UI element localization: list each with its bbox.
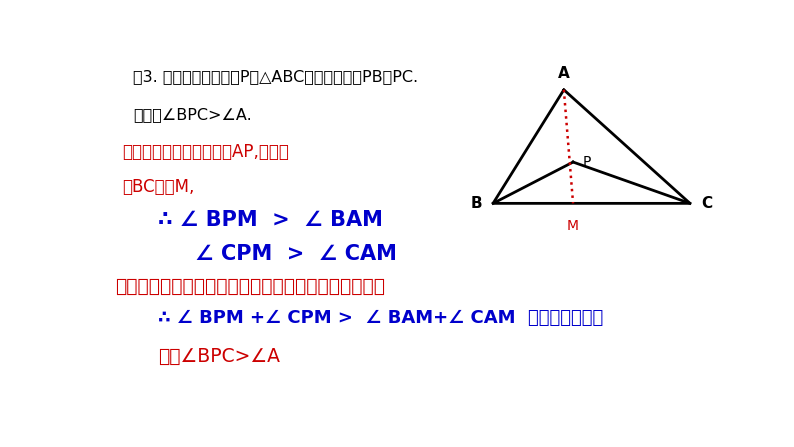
Text: 求证：∠BPC>∠A.: 求证：∠BPC>∠A. [133,107,252,122]
Text: 证明（二）：如图，连接AP,并延长: 证明（二）：如图，连接AP,并延长 [122,143,290,161]
Text: M: M [567,219,579,233]
Text: P: P [583,155,592,169]
Text: 交BC于点M,: 交BC于点M, [122,178,195,196]
Text: A: A [558,66,570,81]
Text: ∴ ∠ BPM  >  ∠ BAM: ∴ ∠ BPM > ∠ BAM [158,210,383,230]
Text: 例3. 已知：如图所示，P是△ABC内一点，连接PB，PC.: 例3. 已知：如图所示，P是△ABC内一点，连接PB，PC. [133,69,418,84]
Text: （三角形的一个外角大于任何一个和它不相邻的内角）: （三角形的一个外角大于任何一个和它不相邻的内角） [114,277,384,295]
Text: ∠ CPM  >  ∠ CAM: ∠ CPM > ∠ CAM [195,244,396,264]
Text: 即：∠BPC>∠A: 即：∠BPC>∠A [158,347,279,366]
Text: B: B [470,196,482,211]
Text: C: C [701,196,712,211]
Text: ∴ ∠ BPM +∠ CPM >  ∠ BAM+∠ CAM  （不等式性质）: ∴ ∠ BPM +∠ CPM > ∠ BAM+∠ CAM （不等式性质） [158,309,603,327]
